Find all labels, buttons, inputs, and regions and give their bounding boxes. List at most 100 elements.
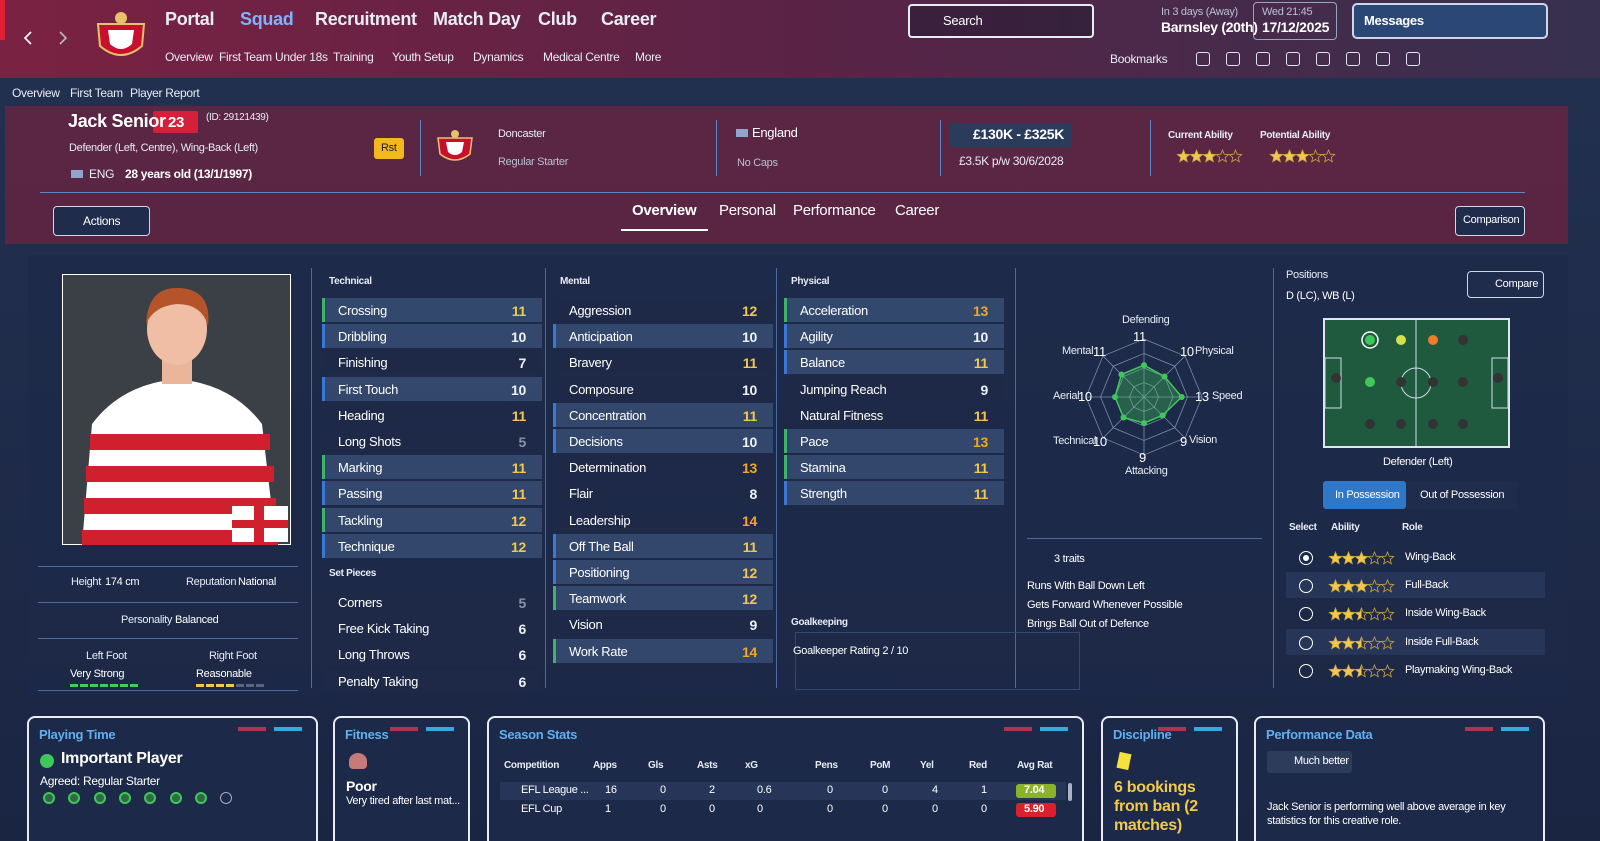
menu-item[interactable]: Career: [601, 9, 657, 29]
toolbar-icon[interactable]: [1406, 52, 1420, 66]
compare-label[interactable]: Compare: [1495, 278, 1539, 290]
toolbar-icon[interactable]: [1346, 52, 1360, 66]
toolbar-icon[interactable]: [1376, 52, 1390, 66]
search-box[interactable]: [908, 4, 1094, 38]
toolbar-icon[interactable]: [1316, 52, 1330, 66]
stats-cell: 0: [932, 803, 938, 815]
positions-value: D (LC), WB (L): [1286, 290, 1355, 302]
attribute-name: Dribbling: [338, 329, 387, 345]
breadcrumb-item[interactable]: Overview: [12, 86, 60, 100]
menu-item[interactable]: Match Day: [433, 9, 521, 29]
player-nation: ENG: [89, 167, 115, 181]
foot-bar: [110, 684, 118, 687]
role-radio[interactable]: [1299, 663, 1313, 678]
menu-item[interactable]: Squad: [240, 9, 294, 29]
tab[interactable]: Performance: [793, 202, 876, 219]
star: [1341, 635, 1356, 650]
panel-tab: [1194, 727, 1222, 731]
playing-dot: [169, 792, 182, 804]
position-dot: [1396, 377, 1406, 387]
bookmarks-label[interactable]: Bookmarks: [1110, 52, 1168, 66]
star-rating: [1328, 663, 1395, 678]
search-label[interactable]: Search: [943, 13, 983, 28]
attribute-value: 10: [511, 381, 526, 398]
star-rating: [1269, 149, 1336, 163]
comparison-label[interactable]: Comparison: [1463, 214, 1520, 226]
attribute-row: [784, 481, 1004, 506]
messages-label[interactable]: Messages: [1364, 13, 1424, 28]
submenu-item[interactable]: Medical Centre: [543, 50, 620, 64]
attribute-value: 10: [742, 381, 757, 398]
status-badge-text: Rst: [381, 142, 397, 154]
club-name: Doncaster: [498, 128, 546, 140]
submenu-item[interactable]: Overview: [165, 50, 213, 64]
attribute-row: [784, 402, 1004, 427]
comparison-button[interactable]: [1455, 206, 1525, 236]
submenu-item[interactable]: Youth Setup: [392, 50, 454, 64]
breadcrumb-item[interactable]: Player Report: [130, 86, 200, 100]
attribute-value: 12: [511, 538, 526, 555]
foot-bar: [256, 684, 264, 687]
panel-title: Playing Time: [39, 727, 116, 742]
stats-cell: 0.6: [757, 784, 772, 796]
stats-cell: 0: [882, 803, 888, 815]
attribute-value: 11: [511, 486, 527, 503]
tab[interactable]: Overview: [632, 202, 697, 219]
rating-badge: [1016, 784, 1056, 798]
menu-item[interactable]: Recruitment: [315, 9, 417, 29]
menu-item[interactable]: Portal: [165, 9, 215, 29]
submenu-item[interactable]: Under 18s: [275, 50, 328, 64]
attribute-row: [784, 350, 1004, 375]
submenu-item[interactable]: First Team: [219, 50, 272, 64]
panel-title: Discipline: [1113, 727, 1172, 742]
submenu-item[interactable]: More: [635, 50, 662, 64]
compare-button[interactable]: [1467, 271, 1544, 298]
role-radio[interactable]: [1299, 551, 1313, 565]
breadcrumb-item[interactable]: First Team: [70, 86, 123, 100]
actions-label[interactable]: Actions: [83, 214, 121, 228]
radar-point: [1178, 394, 1185, 400]
positions-title: Positions: [1286, 269, 1328, 281]
toolbar-icon[interactable]: [1286, 52, 1300, 66]
star: [1354, 635, 1369, 650]
playing-dot: [144, 792, 157, 804]
attribute-name: Free Kick Taking: [338, 621, 430, 637]
attribute-row: [553, 429, 773, 453]
toolbar-icon[interactable]: [1196, 52, 1210, 66]
submenu-item[interactable]: Dynamics: [473, 50, 524, 64]
star-rating: [1328, 551, 1395, 565]
nav-arrows[interactable]: [20, 28, 80, 48]
role-radio[interactable]: [1299, 607, 1313, 622]
stats-cell: 0: [757, 803, 763, 815]
playing-agreed: Agreed: Regular Starter: [40, 774, 160, 788]
position-dot: [1428, 335, 1438, 345]
stats-cell: 16: [605, 784, 617, 796]
tab[interactable]: Career: [895, 202, 940, 219]
tab[interactable]: Personal: [719, 202, 776, 219]
submenu-item[interactable]: Training: [333, 50, 374, 64]
stats-cell: 5.90: [1024, 803, 1045, 815]
attribute-name: Long Shots: [338, 434, 401, 449]
stars: [1328, 551, 1395, 565]
stats-cell: 1: [981, 784, 987, 796]
toggle-option[interactable]: In Possession: [1335, 489, 1400, 501]
stars: [1269, 149, 1336, 163]
player-name: Jack Senior: [68, 111, 166, 131]
playing-dot: [93, 792, 106, 804]
star: [1380, 635, 1395, 650]
toggle-option[interactable]: Out of Possession: [1420, 489, 1505, 501]
header-separator: [716, 120, 717, 176]
actions-button[interactable]: [53, 206, 150, 236]
messages-box[interactable]: [1352, 3, 1548, 39]
toolbar-icon[interactable]: [1256, 52, 1270, 66]
attribute-name: Off The Ball: [569, 538, 634, 554]
radar-point: [1112, 394, 1118, 400]
attribute-value: 12: [742, 565, 757, 581]
stars: [1328, 663, 1395, 678]
position-dot: [1365, 419, 1375, 429]
role-radio[interactable]: [1299, 635, 1313, 650]
toggle-active: [1323, 481, 1406, 509]
role-radio[interactable]: [1299, 579, 1313, 594]
toolbar-icon[interactable]: [1226, 52, 1240, 66]
menu-item[interactable]: Club: [538, 9, 577, 29]
